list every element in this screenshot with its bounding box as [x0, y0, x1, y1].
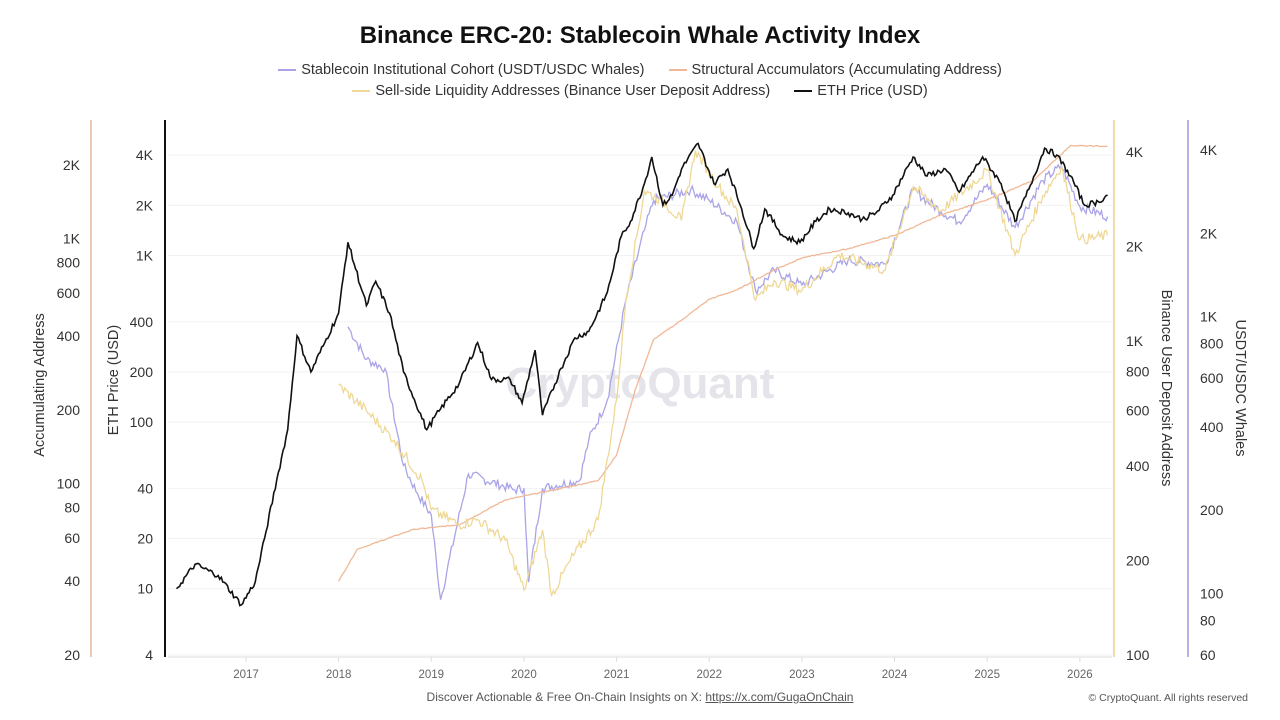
whales-tick-label: 1K: [1200, 309, 1218, 325]
deposit-tick-label: 400: [1126, 458, 1150, 474]
footer-text: Discover Actionable & Free On-Chain Insi…: [426, 690, 706, 704]
legend-row-1: Stablecoin Institutional Cohort (USDT/US…: [0, 62, 1280, 78]
legend-label: ETH Price (USD): [817, 83, 928, 99]
legend-swatch: [278, 69, 297, 72]
whales-tick-label: 60: [1200, 647, 1216, 663]
deposit-tick-label: 200: [1126, 552, 1150, 568]
x-tick-label: 2018: [326, 669, 352, 681]
whales-tick-label: 2K: [1200, 225, 1218, 241]
accum-tick-label: 400: [57, 328, 81, 344]
legend-swatch: [794, 90, 813, 93]
whales-tick-label: 80: [1200, 612, 1216, 628]
accum-axis-title: Accumulating Address: [32, 313, 48, 456]
whales-tick-label: 600: [1200, 370, 1224, 386]
deposit-tick-label: 600: [1126, 403, 1150, 419]
accum-tick-label: 100: [57, 476, 81, 492]
x-tick-label: 2017: [233, 669, 259, 681]
legend-item-accumulators[interactable]: Structural Accumulators (Accumulating Ad…: [668, 62, 1002, 78]
deposit-series-line: [338, 150, 1109, 598]
chart-title: Binance ERC-20: Stablecoin Whale Activit…: [359, 22, 921, 49]
x-tick-label: 2020: [511, 669, 537, 681]
x-tick-label: 2025: [974, 669, 1000, 681]
x-tick-label: 2026: [1067, 669, 1093, 681]
accum-tick-label: 20: [64, 647, 80, 663]
whales-tick-label: 400: [1200, 419, 1224, 435]
footer-link[interactable]: https://x.com/GugaOnChain: [705, 690, 854, 704]
eth-tick-label: 40: [137, 480, 153, 496]
grid: [168, 154, 1112, 656]
legend-item-deposit[interactable]: Sell-side Liquidity Addresses (Binance U…: [352, 83, 770, 99]
deposit-tick-label: 1K: [1126, 333, 1144, 349]
footer: Discover Actionable & Free On-Chain Insi…: [0, 690, 1280, 704]
whales-tick-label: 100: [1200, 586, 1224, 602]
eth-tick-label: 20: [137, 531, 153, 547]
eth-tick-label: 1K: [136, 247, 154, 263]
x-tick-label: 2024: [882, 669, 908, 681]
deposit-tick-label: 4K: [1126, 144, 1144, 160]
whales-tick-label: 800: [1200, 335, 1224, 351]
accum-tick-label: 60: [64, 530, 80, 546]
eth-tick-label: 2K: [136, 197, 154, 213]
whales-tick-label: 200: [1200, 502, 1224, 518]
accum-tick-label: 1K: [63, 231, 81, 247]
legend-label: Stablecoin Institutional Cohort (USDT/US…: [301, 62, 645, 78]
x-tick-label: 2023: [789, 669, 815, 681]
legend-label: Sell-side Liquidity Addresses (Binance U…: [375, 83, 771, 99]
legend-item-eth[interactable]: ETH Price (USD): [794, 83, 928, 99]
legend-label: Structural Accumulators (Accumulating Ad…: [691, 62, 1002, 78]
whales-axis-title: USDT/USDC Whales: [1232, 320, 1248, 457]
eth-series-line: [175, 142, 1108, 607]
whales-series-line: [347, 163, 1109, 600]
deposit-axis-title: Binance User Deposit Address: [1158, 290, 1174, 487]
eth-tick-label: 100: [130, 414, 154, 430]
x-tick-label: 2022: [696, 669, 722, 681]
eth-tick-label: 400: [130, 314, 154, 330]
eth-tick-label: 4: [145, 647, 153, 663]
watermark: CryptoQuant: [506, 359, 775, 408]
x-tick-label: 2019: [419, 669, 445, 681]
x-tick-label: 2021: [604, 669, 630, 681]
deposit-tick-label: 100: [1126, 647, 1150, 663]
axes-group: 20 40 60 80 100 200 400 600 800 1K 2K 4 10 20 40 100 200…: [57, 120, 1224, 681]
deposit-tick-label: 2K: [1126, 239, 1144, 255]
legend-row-2: Sell-side Liquidity Addresses (Binance U…: [0, 83, 1280, 99]
accum-tick-label: 800: [57, 254, 81, 270]
whales-tick-label: 4K: [1200, 142, 1218, 158]
eth-axis-title: ETH Price (USD): [106, 325, 122, 435]
eth-tick-label: 200: [130, 364, 154, 380]
series-group: [175, 142, 1109, 607]
accum-tick-label: 40: [64, 573, 80, 589]
legend-swatch: [668, 69, 687, 72]
accum-tick-label: 2K: [63, 157, 81, 173]
legend-swatch: [352, 90, 371, 93]
legend-item-whales[interactable]: Stablecoin Institutional Cohort (USDT/US…: [278, 62, 645, 78]
deposit-tick-label: 800: [1126, 363, 1150, 379]
copyright: © CryptoQuant. All rights reserved: [1088, 692, 1248, 704]
accum-tick-label: 600: [57, 285, 81, 301]
accum-tick-label: 200: [57, 402, 81, 418]
accum-tick-label: 80: [64, 499, 80, 515]
eth-tick-label: 4K: [136, 147, 154, 163]
eth-tick-label: 10: [137, 581, 153, 597]
